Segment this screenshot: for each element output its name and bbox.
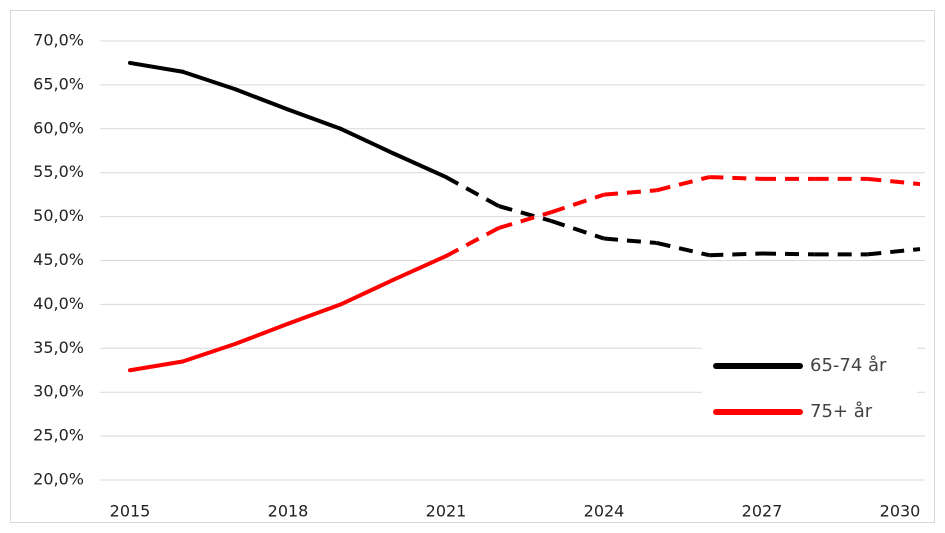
series-line [709,251,763,258]
series-line [128,359,185,373]
legend-label: 65-74 år [810,355,887,376]
y-tick-label: 70,0% [33,31,84,50]
series-line [656,175,710,193]
x-tick-label: 2018 [268,502,309,521]
series-line [867,247,921,257]
x-tick-label: 2024 [584,502,625,521]
series-line [286,302,343,326]
series-line [498,204,552,223]
legend-label: 75+ år [810,401,873,422]
series-line [445,175,500,208]
y-tick-label: 55,0% [33,162,84,181]
series-line [498,210,552,230]
series-line [180,341,238,364]
y-tick-label: 35,0% [33,338,84,357]
series-line [286,107,343,131]
series-line [180,69,238,92]
y-tick-label: 45,0% [33,250,84,269]
y-tick-label: 65,0% [33,74,84,93]
x-tick-label: 2030 [880,502,921,521]
series-line [603,236,657,245]
series-line [391,254,448,282]
series-line [445,226,500,258]
y-tick-label: 50,0% [33,206,84,225]
legend-box [702,342,917,432]
series-line [709,175,763,181]
series-line [867,176,921,187]
y-tick-label: 30,0% [33,382,84,401]
y-tick-label: 40,0% [33,294,84,313]
x-tick-label: 2021 [426,502,467,521]
series-line [391,151,448,180]
series-line [550,192,605,215]
series-line [128,60,185,74]
y-tick-label: 20,0% [33,470,84,489]
y-tick-label: 25,0% [33,426,84,445]
series-line [761,251,815,257]
series-line [233,321,290,346]
series-line [338,126,396,156]
series-line [603,188,657,197]
series-line [233,87,290,112]
series-line [656,240,710,258]
chart-frame [10,10,935,523]
y-tick-label: 60,0% [33,118,84,137]
x-tick-label: 2027 [742,502,783,521]
x-tick-label: 2015 [110,502,151,521]
series-line [550,219,605,241]
series-line [338,277,396,307]
